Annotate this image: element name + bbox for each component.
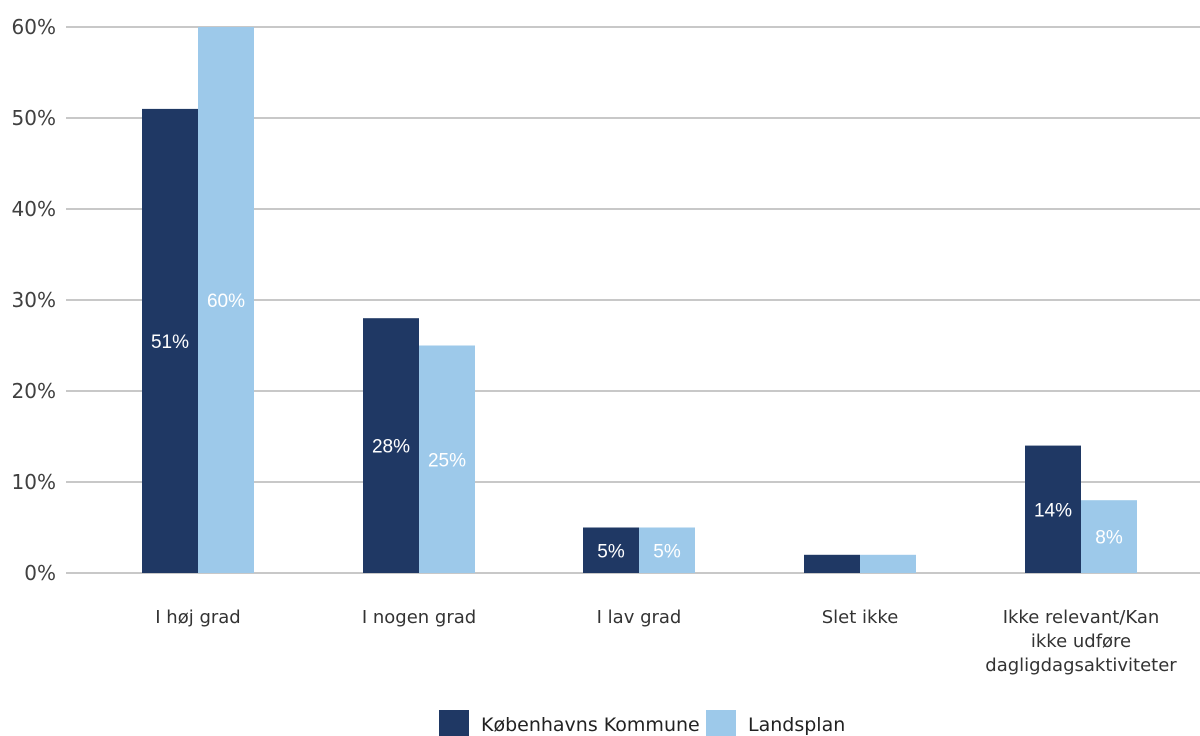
- y-tick-label: 30%: [12, 288, 56, 312]
- data-label: 28%: [372, 437, 410, 458]
- legend-label: Københavns Kommune: [481, 714, 700, 736]
- bar: [804, 555, 860, 573]
- legend-swatch: [439, 710, 469, 736]
- data-labels: 51% 28% 5% 14% 60% 25% 5% 8%: [151, 291, 1123, 562]
- legend: Københavns Kommune Landsplan: [439, 710, 845, 736]
- y-tick-label: 40%: [12, 197, 56, 221]
- data-label: 5%: [597, 541, 625, 562]
- y-tick-label: 50%: [12, 106, 56, 130]
- category-label: I lav grad: [597, 607, 682, 628]
- y-tick-label: 0%: [24, 561, 56, 585]
- category-label: I nogen grad: [362, 607, 476, 628]
- bar: [860, 555, 916, 573]
- data-label: 51%: [151, 332, 189, 353]
- legend-label: Landsplan: [748, 714, 845, 736]
- y-tick-label: 60%: [12, 15, 56, 39]
- y-tick-label: 20%: [12, 379, 56, 403]
- category-label: Slet ikke: [822, 607, 899, 628]
- x-axis-categories: I høj grad I nogen grad I lav grad Slet ikk…: [155, 607, 1177, 676]
- category-label: dagligdagsaktiviteter: [985, 655, 1177, 676]
- data-label: 25%: [428, 450, 466, 471]
- data-label: 5%: [653, 541, 681, 562]
- category-label: Ikke relevant/Kan: [1003, 607, 1160, 628]
- data-label: 60%: [207, 291, 245, 312]
- y-tick-label: 10%: [12, 470, 56, 494]
- category-label: ikke udføre: [1031, 631, 1131, 652]
- y-axis-ticks: 0% 10% 20% 30% 40% 50% 60%: [12, 15, 56, 585]
- data-label: 14%: [1034, 500, 1072, 521]
- legend-swatch: [706, 710, 736, 736]
- category-label: I høj grad: [155, 607, 240, 628]
- data-label: 8%: [1095, 528, 1123, 549]
